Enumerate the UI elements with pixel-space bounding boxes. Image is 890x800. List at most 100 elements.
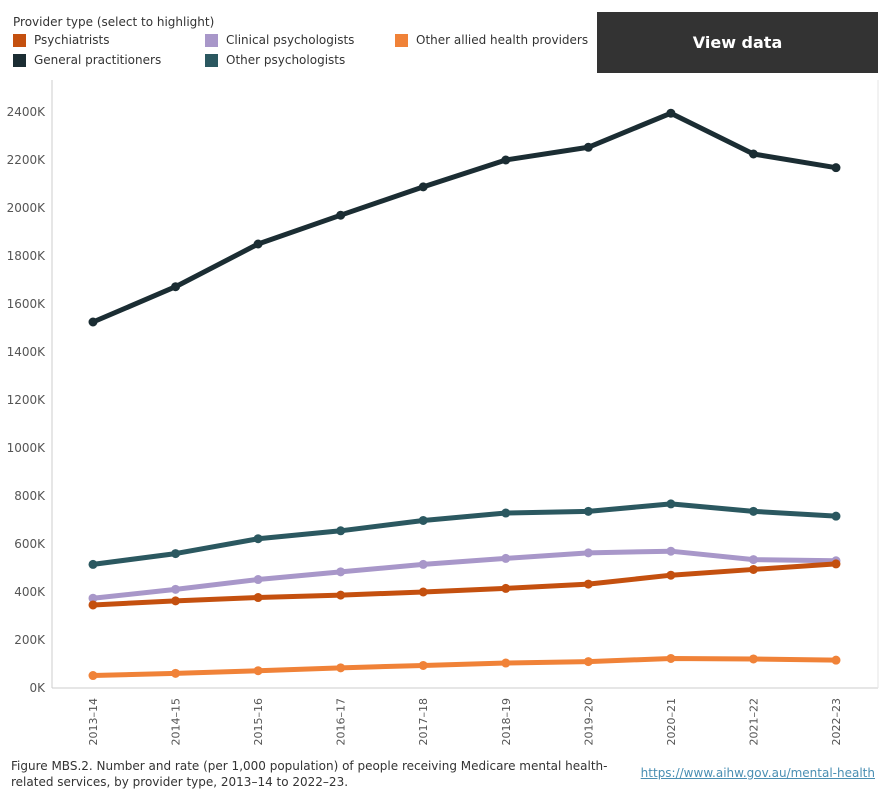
data-point [583,142,593,152]
data-point [831,655,841,665]
x-tick-label: 2015–16 [252,698,265,746]
data-point [336,210,346,220]
data-point [253,534,263,544]
data-point [583,657,593,667]
x-tick-label: 2016–17 [335,698,348,746]
data-point [336,663,346,673]
data-point [501,155,511,165]
figure-caption: Figure MBS.2. Number and rate (per 1,000… [11,759,608,789]
series-line [90,548,839,601]
legend-label: Psychiatrists [34,33,110,47]
series-line [90,655,839,679]
chart-series [88,108,841,681]
series-line [90,110,839,325]
y-tick-label: 1200K [7,393,47,407]
data-point [418,182,428,192]
data-point [748,149,758,159]
data-point [336,526,346,536]
data-point [666,546,676,556]
x-tick-label: 2020–21 [665,698,678,746]
legend-title: Provider type (select to highlight) [13,15,215,29]
y-tick-label: 2400K [7,105,47,119]
legend-label: General practitioners [34,53,162,67]
data-point [501,658,511,668]
data-point [666,108,676,118]
data-point [583,548,593,558]
x-tick-label: 2022–23 [830,698,843,746]
data-point [666,499,676,509]
y-tick-label: 1600K [7,297,47,311]
data-point [88,559,98,569]
data-point [88,671,98,681]
x-tick-label: 2013–14 [87,698,100,746]
y-tick-label: 0K [29,681,46,695]
legend-swatch [395,33,408,47]
series-general-practitioners [88,108,841,327]
y-tick-label: 1800K [7,249,47,263]
series-line [90,561,839,608]
legend-item-clinical-psychologists[interactable]: Clinical psychologists [205,33,354,47]
data-point [666,653,676,663]
data-point [748,506,758,516]
data-point [583,579,593,589]
y-tick-label: 2000K [7,201,47,215]
legend-item-other-allied-health-providers[interactable]: Other allied health providers [395,33,588,47]
data-point [831,163,841,173]
data-point [748,654,758,664]
data-point [418,587,428,597]
data-point [501,508,511,518]
x-tick-label: 2018–19 [500,698,513,746]
data-point [253,593,263,603]
series-other-psychologists [88,499,841,569]
legend-label: Other allied health providers [416,33,589,47]
legend-swatch [205,33,218,47]
y-tick-label: 1000K [7,441,47,455]
series-psychiatrists [88,559,841,610]
x-tick-label: 2021–22 [747,698,760,746]
data-point [418,515,428,525]
data-point [171,596,181,606]
y-tick-label: 600K [14,537,46,551]
source-link[interactable]: https://www.aihw.gov.au/mental-health [640,766,875,780]
view-data-button[interactable]: View data [597,12,878,73]
data-point [666,570,676,580]
legend-swatch [205,53,218,67]
line-chart: 0K 200K 400K 600K 800K 1000K 1200K 1400K 1600K 18… [7,80,879,746]
legend-item-general-practitioners[interactable]: General practitioners [13,53,161,67]
series-other-allied-health-providers [88,653,841,681]
data-point [253,666,263,676]
data-point [831,559,841,569]
data-point [336,590,346,600]
data-point [336,567,346,577]
legend-label: Clinical psychologists [226,33,355,47]
y-tick-label: 800K [14,489,46,503]
legend-item-other-psychologists[interactable]: Other psychologists [205,53,345,67]
y-tick-label: 400K [14,585,46,599]
x-tick-label: 2014–15 [170,698,183,746]
legend-swatch [13,53,26,67]
chart-axes [51,80,879,689]
data-point [748,555,758,565]
series-line [90,501,839,567]
legend-item-psychiatrists[interactable]: Psychiatrists [13,33,109,47]
data-point [583,506,593,516]
series-clinical-psychologists [88,546,841,603]
data-point [171,549,181,559]
data-point [501,583,511,593]
y-tick-label: 2200K [7,153,47,167]
x-tick-label: 2019–20 [582,698,595,746]
data-point [253,575,263,585]
data-point [171,282,181,292]
data-point [88,317,98,327]
y-axis-ticks: 0K 200K 400K 600K 800K 1000K 1200K 1400K 1600K 18… [7,105,47,695]
data-point [171,668,181,678]
data-point [418,559,428,569]
y-tick-label: 1400K [7,345,47,359]
y-tick-label: 200K [14,633,46,647]
data-point [88,600,98,610]
data-point [253,239,263,249]
legend-label: Other psychologists [226,53,346,67]
data-point [748,564,758,574]
data-point [418,660,428,670]
x-tick-label: 2017–18 [417,698,430,746]
